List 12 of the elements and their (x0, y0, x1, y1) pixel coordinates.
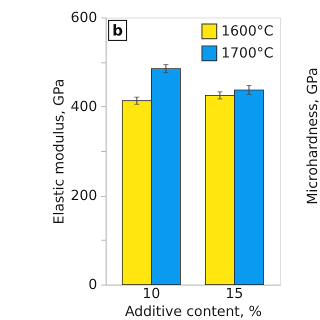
y-tick-label: 400 (70, 98, 98, 115)
x-axis-title: Additive content, % (124, 304, 262, 320)
text: Microhardness, GPa (305, 68, 320, 205)
y-tick-label: 600 (70, 10, 98, 26)
y-tick-label: 0 (88, 277, 98, 294)
x-tick-label: 10 (142, 286, 160, 302)
y-axis-title: Elastic modulus, GPa (52, 78, 68, 224)
legend-label: 1700°C (221, 45, 274, 62)
x-tick-label: 15 (226, 286, 244, 302)
y-tick-label: 200 (70, 188, 98, 204)
legend-label: 1600°C (221, 23, 274, 40)
annotation: b (112, 21, 124, 40)
